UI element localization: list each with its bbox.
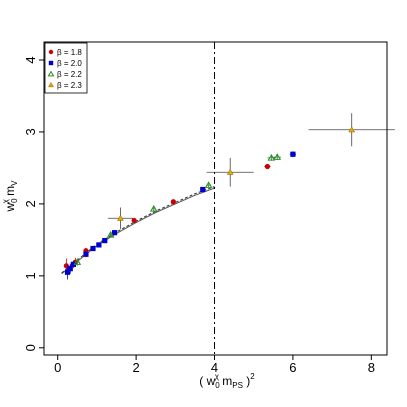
- marker: [204, 181, 213, 188]
- marker: [83, 251, 89, 257]
- data-point: [111, 230, 118, 236]
- data-point: [170, 199, 176, 205]
- x-axis: 0 2 4 6 8: [54, 355, 375, 375]
- data-point: [102, 237, 108, 244]
- plot-frame: [43, 41, 388, 356]
- series-4: [107, 113, 395, 230]
- data-point: [264, 163, 271, 170]
- marker: [200, 186, 206, 193]
- legend-marker: [48, 81, 54, 88]
- marker: [111, 230, 118, 236]
- data-point: [206, 157, 254, 187]
- x-axis-label: ( w0χ mPS )2: [199, 372, 255, 390]
- data-point: [107, 207, 133, 230]
- marker: [96, 242, 102, 248]
- y-axis-label: w0χ mV: [1, 180, 19, 213]
- marker: [149, 204, 158, 212]
- legend-marker: [48, 60, 54, 66]
- x-tick-label: 2: [133, 360, 140, 375]
- series-1: [63, 163, 271, 273]
- data-point: [149, 204, 158, 212]
- marker: [264, 163, 271, 170]
- y-tick-label: 2: [23, 200, 38, 207]
- x-tick-label: 6: [289, 360, 296, 375]
- marker: [273, 153, 282, 160]
- data-point: [200, 186, 206, 193]
- data-point: [90, 245, 96, 252]
- fit-curve-dashed: [61, 186, 215, 274]
- fit-curves: [61, 186, 215, 275]
- marker: [70, 261, 76, 267]
- legend-label: β = 1.8: [57, 48, 82, 57]
- data-point: [273, 153, 282, 161]
- marker: [90, 245, 96, 252]
- marker: [64, 269, 71, 275]
- data-point: [83, 251, 89, 258]
- data-point: [106, 230, 115, 238]
- marker: [106, 230, 115, 238]
- y-tick-label: 4: [23, 56, 38, 63]
- marker: [267, 153, 276, 161]
- x-tick-label: 0: [54, 360, 61, 375]
- y-tick-label: 3: [23, 128, 38, 135]
- marker: [170, 199, 176, 205]
- x-tick-label: 8: [368, 360, 375, 375]
- marker: [226, 168, 234, 175]
- y-tick-label: 0: [23, 344, 38, 351]
- data-point: [67, 263, 73, 274]
- data-point: [308, 113, 395, 147]
- marker: [348, 126, 356, 133]
- legend-label: β = 2.3: [57, 81, 82, 90]
- series-2: [64, 151, 297, 280]
- legend-label: β = 2.0: [57, 59, 82, 68]
- data-point: [96, 242, 102, 248]
- data-point: [204, 181, 213, 188]
- x-tick-label: 4: [211, 360, 218, 375]
- marker: [73, 258, 82, 265]
- legend-marker: [47, 70, 55, 77]
- marker: [131, 217, 137, 224]
- marker: [67, 266, 73, 272]
- marker: [290, 151, 296, 157]
- data-point: [289, 151, 297, 158]
- data-point: [267, 153, 276, 161]
- data-point: [73, 258, 82, 266]
- data-points: [63, 113, 395, 280]
- legend-marker: [48, 49, 54, 55]
- fit-curve-solid: [61, 187, 215, 275]
- y-tick-label: 1: [23, 272, 38, 279]
- marker: [117, 214, 124, 221]
- data-point: [131, 217, 137, 224]
- y-axis: 0 1 2 3 4: [23, 56, 44, 351]
- legend: β = 1.8 β = 2.0 β = 2.2 β = 2.3: [44, 42, 88, 94]
- data-point: [64, 265, 71, 280]
- marker: [102, 237, 108, 244]
- legend-label: β = 2.2: [57, 70, 82, 79]
- series-3: [73, 153, 282, 266]
